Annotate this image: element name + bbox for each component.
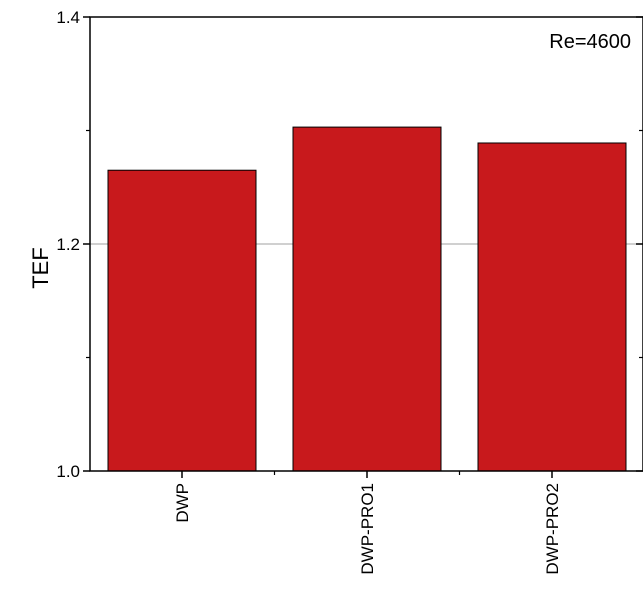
bar-dwp-pro1 — [292, 126, 442, 472]
x-tick-label: DWP — [173, 483, 192, 523]
re-annotation: Re=4600 — [549, 31, 631, 53]
bars — [107, 126, 627, 472]
x-tick-label: DWP-PRO2 — [543, 483, 562, 575]
bar-dwp-pro2 — [477, 142, 627, 472]
x-tick-label: DWP-PRO1 — [358, 483, 377, 575]
y-tick-label: 1.4 — [56, 8, 80, 27]
x-axis: DWP DWP-PRO1 DWP-PRO2 — [173, 471, 562, 575]
bar-dwp — [107, 169, 257, 472]
y-axis: 1.0 1.2 1.4 — [56, 8, 643, 481]
y-axis-title: TEF — [28, 247, 53, 289]
y-tick-label: 1.0 — [56, 462, 80, 481]
y-tick-label: 1.2 — [56, 235, 80, 254]
